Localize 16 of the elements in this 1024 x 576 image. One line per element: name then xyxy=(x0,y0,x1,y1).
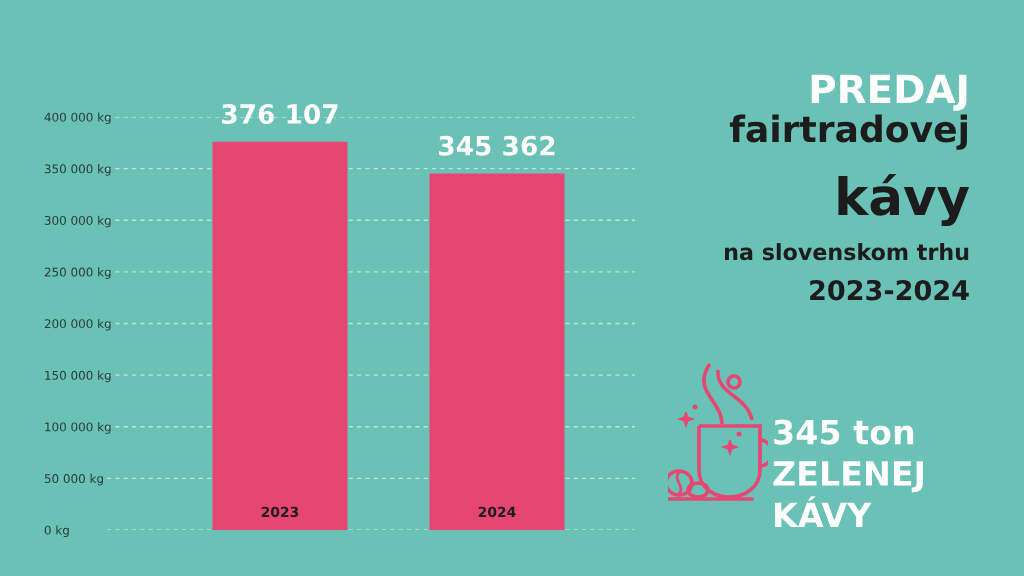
text: 345 ton ZELENEJ KÁVY xyxy=(773,419,923,527)
y-tick-label: 0 kg xyxy=(44,525,69,538)
text: na slovenskom trhu 2023-2024 xyxy=(725,243,969,301)
x-tick-label: 2024 xyxy=(478,506,516,518)
y-tick-label: 400 000 kg xyxy=(44,112,111,125)
x-tick-label: 2023 xyxy=(261,506,299,518)
y-tick-label: 250 000 kg xyxy=(44,267,111,279)
y-tick-label: 200 000 kg xyxy=(44,318,111,331)
y-tick-label: 150 000 kg xyxy=(45,370,111,383)
text: PREDAJ fairtradovej kávy xyxy=(729,74,970,227)
y-tick-label: 350 000 kg xyxy=(44,164,111,176)
y-tick-label: 300 000 kg xyxy=(44,215,111,228)
y-tick-label: 100 000 kg xyxy=(45,422,111,434)
data-label: 345 362 xyxy=(439,135,555,156)
y-tick-label: 50 000 kg xyxy=(44,473,103,486)
data-label: 376 107 xyxy=(222,104,338,124)
